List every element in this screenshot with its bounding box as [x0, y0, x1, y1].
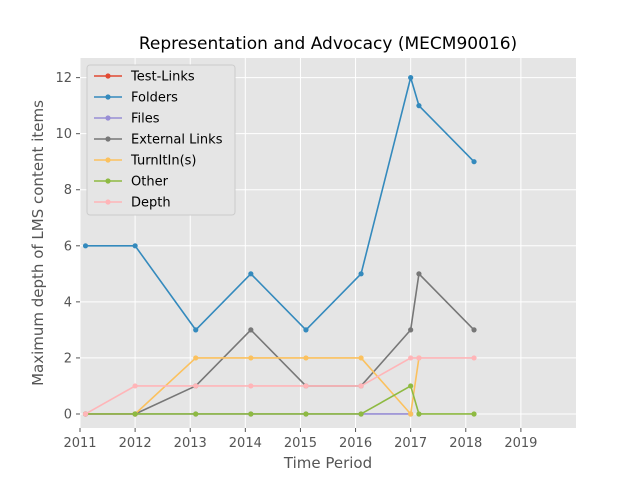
data-point-other [471, 411, 477, 417]
legend-label: Depth [131, 196, 171, 211]
data-point-other [193, 411, 199, 417]
legend-item-files: Files [94, 112, 160, 127]
x-tick-labels: 2011 2012 2013 2014 2015 2016 2017 2018 2019 [63, 428, 537, 451]
series-depth [82, 355, 477, 417]
data-point-folders [82, 243, 89, 249]
data-point-depth [248, 383, 254, 389]
legend-label: Other [131, 175, 169, 190]
chart-title: Representation and Advocacy (MECM90016) [139, 34, 517, 54]
y-tick-label: 4 [64, 295, 72, 310]
legend-item-folders: Folders [94, 91, 178, 106]
legend-label: External Links [131, 133, 223, 148]
data-point-turnitin-s [408, 411, 414, 417]
legend-item-depth: Depth [94, 196, 171, 211]
data-point-folders [193, 327, 199, 333]
legend-marker [105, 94, 111, 100]
legend: Test-Links Folders Files External Links Turn… [86, 64, 236, 216]
data-point-depth [193, 383, 199, 389]
data-point-depth [416, 355, 422, 361]
legend-marker [105, 178, 111, 184]
data-point-external-links [248, 327, 254, 333]
x-axis-label: Time Period [283, 454, 372, 472]
legend-item-other: Other [94, 175, 169, 190]
legend-label: Files [131, 112, 160, 127]
x-tick-label: 2019 [504, 436, 537, 451]
legend-box [86, 64, 236, 216]
data-point-other [416, 411, 422, 417]
data-point-folders [303, 327, 309, 333]
legend-marker [105, 199, 111, 205]
x-tick-label: 2013 [174, 436, 207, 451]
data-point-turnitin-s [193, 355, 199, 361]
y-axis-label: Maximum depth of LMS content items [29, 100, 47, 386]
legend-label: Folders [131, 91, 178, 106]
legend-marker [105, 157, 111, 163]
x-tick-label: 2012 [119, 436, 152, 451]
data-point-external-links [408, 327, 414, 333]
x-tick-label: 2017 [394, 436, 427, 451]
legend-label: Test-Links [130, 70, 195, 85]
y-tick-label: 12 [55, 71, 72, 86]
y-tick-labels: 0 2 4 6 8 10 12 [55, 71, 80, 422]
data-point-depth [303, 383, 309, 389]
data-point-depth [408, 355, 414, 361]
legend-item-external-links: External Links [94, 133, 223, 148]
legend-label: TurnItIn(s) [130, 154, 196, 169]
y-tick-label: 2 [64, 351, 72, 366]
data-point-depth [358, 383, 364, 389]
legend-item-turnitin-s: TurnItIn(s) [94, 154, 196, 169]
data-point-external-links [416, 271, 422, 277]
x-tick-label: 2018 [449, 436, 482, 451]
legend-marker [105, 115, 111, 121]
data-point-other [408, 383, 414, 389]
series-lines [82, 75, 477, 417]
legend-marker [105, 136, 111, 142]
data-point-folders [248, 271, 254, 277]
data-point-other [358, 411, 364, 417]
data-point-turnitin-s [303, 355, 309, 361]
y-tick-label: 0 [64, 407, 72, 422]
data-point-turnitin-s [248, 355, 254, 361]
data-point-depth [82, 411, 89, 417]
data-point-other [303, 411, 309, 417]
legend-item-test-links: Test-Links [94, 70, 195, 85]
x-tick-label: 2014 [229, 436, 262, 451]
data-point-folders [358, 271, 364, 277]
data-point-depth [132, 383, 138, 389]
data-point-folders [132, 243, 138, 249]
data-point-external-links [471, 327, 477, 333]
series-folders [82, 75, 477, 333]
data-point-depth [471, 355, 477, 361]
legend-marker [105, 73, 111, 79]
series-other [82, 383, 477, 417]
x-tick-label: 2011 [63, 436, 96, 451]
data-point-turnitin-s [358, 355, 364, 361]
y-tick-label: 6 [64, 239, 72, 254]
y-tick-label: 8 [64, 183, 72, 198]
data-point-folders [471, 159, 477, 165]
x-tick-label: 2015 [284, 436, 317, 451]
data-point-folders [416, 103, 422, 109]
y-tick-label: 10 [55, 127, 72, 142]
data-point-folders [408, 75, 414, 81]
x-tick-label: 2016 [339, 436, 372, 451]
data-point-other [132, 411, 138, 417]
data-point-other [248, 411, 254, 417]
